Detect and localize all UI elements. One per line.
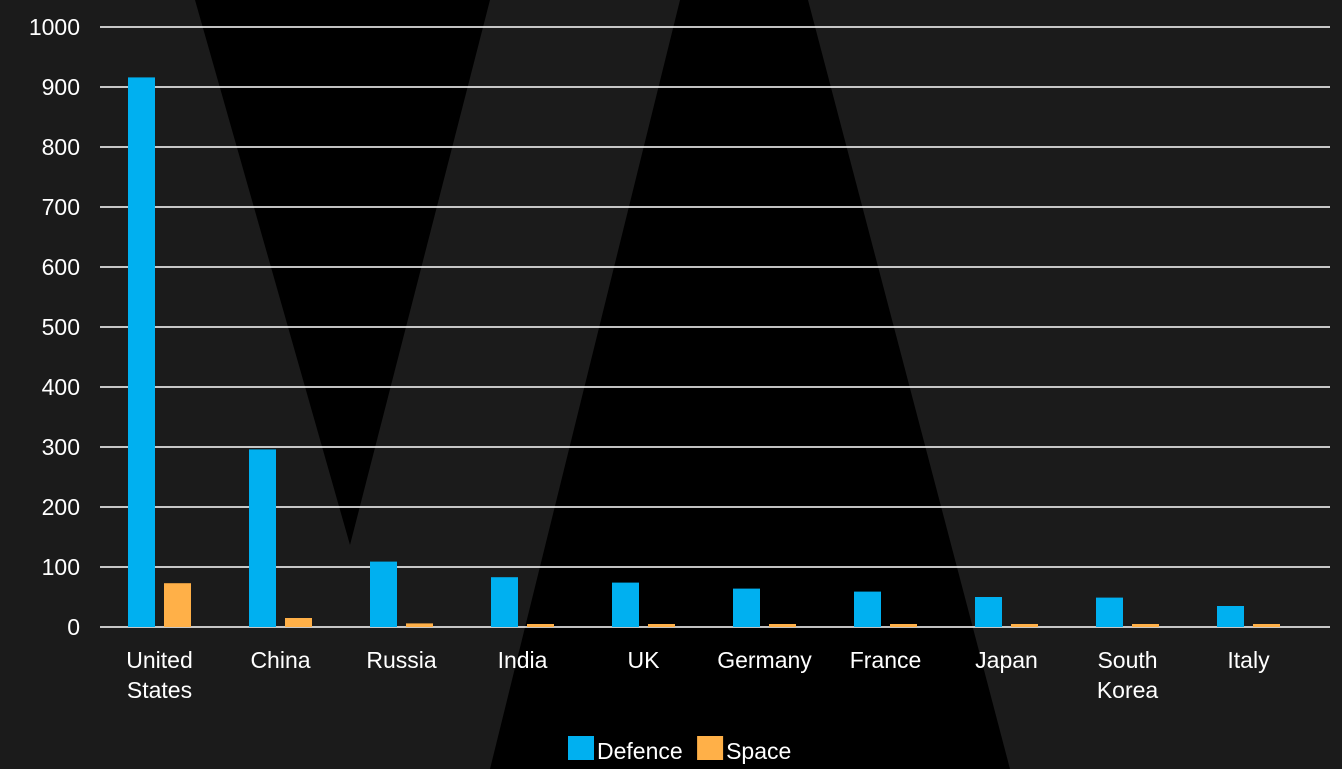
bar-space (1011, 624, 1038, 627)
legend-label-defence: Defence (597, 738, 683, 764)
bar-space (406, 623, 433, 627)
y-tick-label: 100 (42, 554, 80, 580)
x-category-label: France (850, 647, 922, 673)
bar-defence (491, 577, 518, 627)
bar-space (285, 618, 312, 627)
bar-space (769, 624, 796, 627)
bar-defence (249, 449, 276, 627)
bar-defence (370, 562, 397, 627)
x-category-label: South Korea (1097, 647, 1159, 703)
bar-defence (733, 589, 760, 627)
y-tick-label: 500 (42, 314, 80, 340)
y-tick-label: 0 (67, 614, 80, 640)
x-category-label: Italy (1227, 647, 1270, 673)
x-category-label: UK (628, 647, 661, 673)
y-tick-label: 700 (42, 194, 80, 220)
x-category-label: Japan (975, 647, 1038, 673)
legend-swatch-defence (568, 736, 594, 760)
y-tick-label: 600 (42, 254, 80, 280)
bar-space (648, 624, 675, 627)
y-tick-label: 200 (42, 494, 80, 520)
bar-space (1132, 624, 1159, 627)
y-tick-label: 400 (42, 374, 80, 400)
x-category-label: Russia (366, 647, 437, 673)
x-category-label: China (250, 647, 310, 673)
y-tick-label: 900 (42, 74, 80, 100)
bar-defence (854, 592, 881, 627)
legend-label-space: Space (726, 738, 791, 764)
x-category-label: United States (126, 647, 192, 703)
x-category-label: Germany (717, 647, 812, 673)
bar-space (1253, 624, 1280, 627)
bar-space (527, 624, 554, 627)
legend-swatch-space (697, 736, 723, 760)
y-tick-label: 300 (42, 434, 80, 460)
y-tick-label: 1000 (29, 14, 80, 40)
bar-defence (1096, 598, 1123, 627)
bar-defence (612, 583, 639, 627)
bar-defence (128, 77, 155, 627)
x-category-label: India (498, 647, 548, 673)
y-tick-label: 800 (42, 134, 80, 160)
bar-space (164, 583, 191, 627)
legend: Defence Space (568, 736, 791, 764)
bar-defence (975, 597, 1002, 627)
bar-space (890, 624, 917, 627)
y-axis-ticks: 0 100 200 300 400 500 600 700 800 900 1000 (29, 14, 80, 640)
bar-defence (1217, 606, 1244, 627)
